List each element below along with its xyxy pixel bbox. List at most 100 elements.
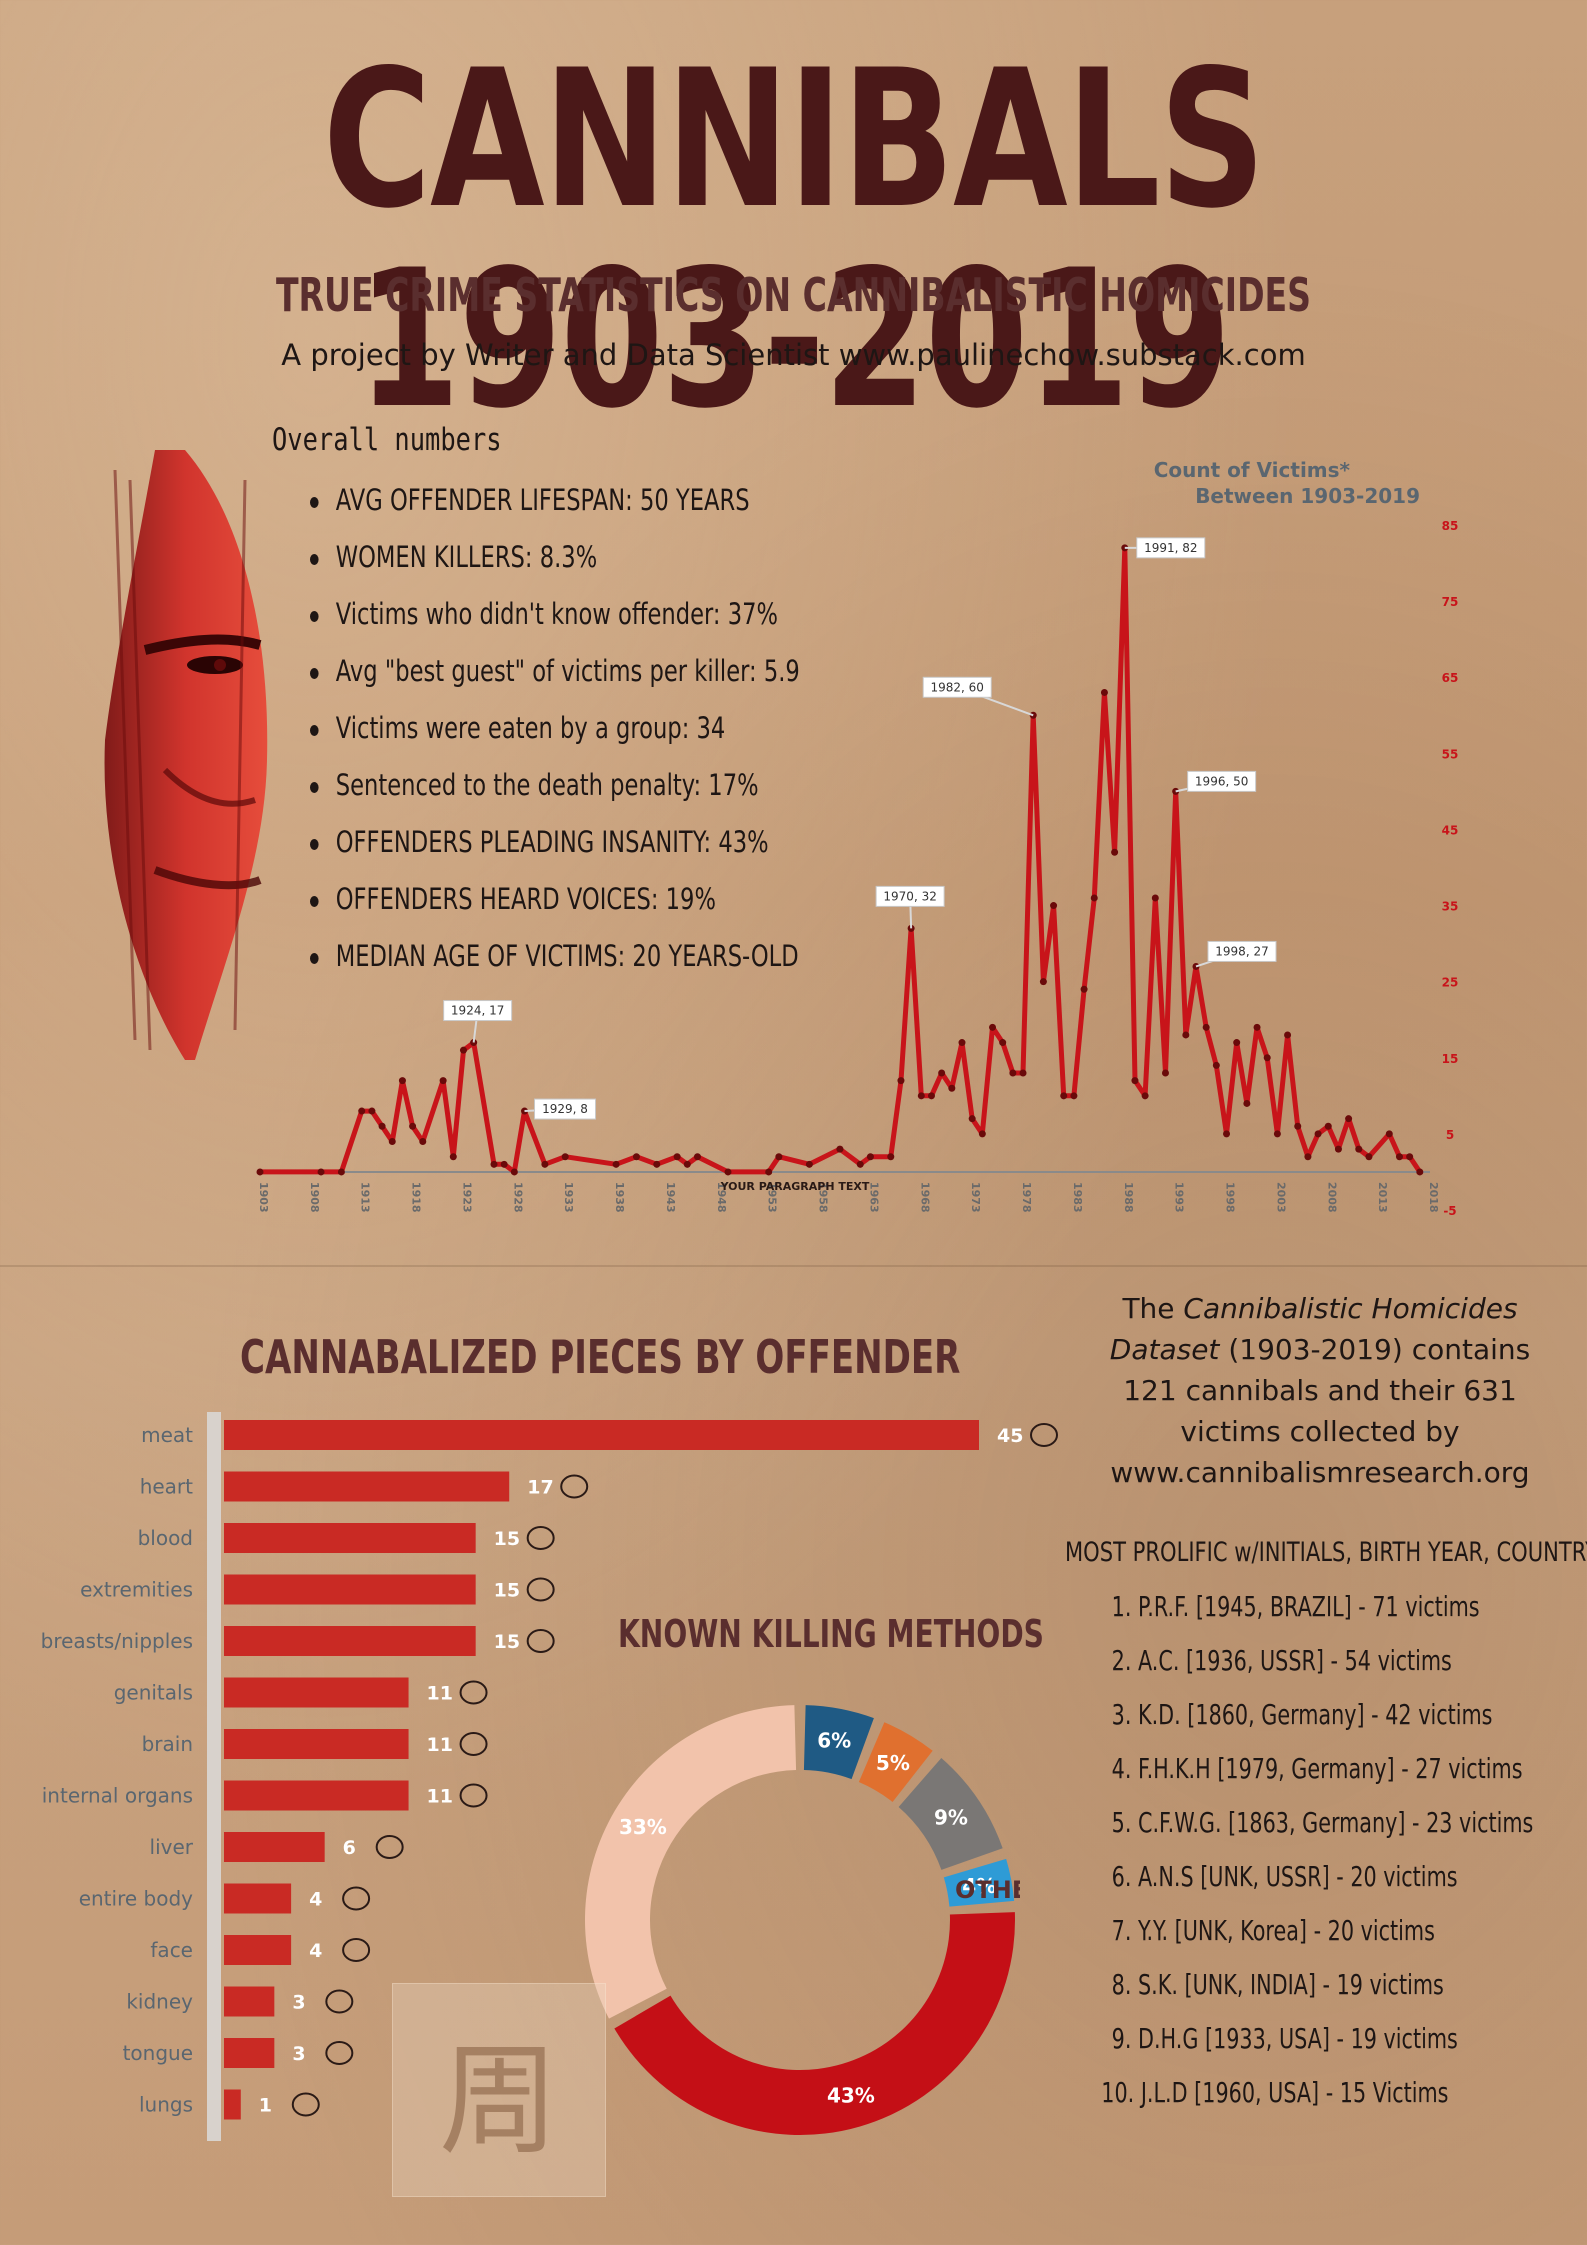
bar-category-label: kidney: [126, 1990, 193, 2014]
callout-label: 1924, 17: [451, 1004, 504, 1018]
bullet-icon: [310, 895, 319, 907]
organ-icon: [1030, 1423, 1058, 1447]
data-point: [1009, 1069, 1017, 1077]
data-point: [724, 1168, 732, 1176]
annotation-callout: 1924, 17: [443, 1000, 513, 1043]
victims-line-chart: Count of Victims*Between 1903-2019 85 75 65…: [256, 458, 1459, 1218]
bullet-icon: [310, 667, 319, 679]
data-point: [683, 1160, 691, 1168]
bar-category-label: heart: [140, 1475, 193, 1499]
bar-value-label: 4: [309, 1940, 322, 1962]
bar-value-label: 3: [292, 1992, 305, 2014]
organ-icon: [459, 1783, 488, 1808]
dataset-note-line1: The: [1122, 1292, 1175, 1325]
overall-stat-text: Avg "best guest" of victims per killer: …: [335, 654, 800, 688]
x-tick-label: 1943: [664, 1182, 677, 1213]
prolific-item: 5. C.F.W.G. [1863, Germany] - 23 victims: [1111, 1806, 1534, 1839]
overall-stat-item: Sentenced to the death penalty: 17%: [310, 763, 800, 820]
bar-category-label: extremities: [80, 1578, 193, 1602]
data-point: [836, 1145, 844, 1153]
overall-stat-text: OFFENDERS HEARD VOICES: 19%: [335, 882, 716, 916]
bar: [224, 1935, 292, 1965]
bullet-icon: [310, 496, 319, 508]
data-point: [256, 1168, 264, 1176]
bar-category-label: internal organs: [42, 1784, 193, 1808]
data-point: [358, 1107, 366, 1115]
prolific-item: 10. J.L.D [1960, USA] - 15 Victims: [1101, 2076, 1449, 2109]
annotation-callout: 1929, 8: [524, 1098, 597, 1120]
data-point: [1182, 1031, 1190, 1039]
data-point: [1070, 1092, 1078, 1100]
bar-value-label: 3: [292, 2043, 305, 2065]
callout-box: [875, 885, 945, 907]
bar-category-label: face: [150, 1938, 193, 1962]
bar-category-label: blood: [138, 1526, 193, 1550]
callout-box: [443, 1000, 513, 1022]
data-point: [561, 1153, 569, 1161]
data-point: [765, 1168, 773, 1176]
data-point: [398, 1077, 406, 1085]
data-point: [693, 1153, 701, 1161]
callout-label: 1991, 82: [1144, 541, 1197, 555]
data-point: [1111, 848, 1119, 856]
x-tick-label: 2008: [1325, 1182, 1338, 1213]
overall-stat-item: MEDIAN AGE OF VICTIMS: 20 YEARS-OLD: [310, 934, 800, 991]
data-point: [1406, 1153, 1414, 1161]
bar-category-label: lungs: [139, 2093, 193, 2117]
data-point: [632, 1153, 640, 1161]
overall-numbers-heading: Overall numbers: [272, 422, 502, 458]
data-point: [1395, 1153, 1403, 1161]
bar-value-label: 15: [494, 1580, 520, 1602]
donut-slice: [803, 1705, 874, 1780]
annotation-callout: 1996, 50: [1175, 770, 1257, 793]
data-point: [907, 924, 915, 932]
donut-other-label: OTHER: [955, 1876, 1020, 1904]
data-point: [459, 1046, 467, 1054]
callout-box: [1187, 770, 1257, 792]
overall-stat-item: Victims were eaten by a group: 34: [310, 706, 800, 763]
prolific-item: 9. D.H.G [1933, USA] - 19 victims: [1111, 2022, 1458, 2055]
victims-series-line: [260, 545, 1422, 1175]
byline: A project by Writer and Data Scientist w…: [281, 338, 1306, 372]
annotation-callout: 1998, 27: [1195, 940, 1277, 968]
data-point: [1345, 1115, 1353, 1123]
paper-fold: [0, 1265, 1587, 1267]
killing-methods-donut: 6% 5% 9% 4% 43% 33% OTHER: [585, 1705, 1020, 2135]
bar: [224, 1986, 275, 2017]
page-title: CANNIBALS 1903-2019: [322, 29, 1266, 450]
organ-icon-shape: [342, 1886, 371, 1911]
y-tick-label: 35: [1442, 900, 1459, 914]
x-tick-label: 2018: [1427, 1182, 1440, 1213]
x-tick-label: 1923: [460, 1182, 473, 1213]
data-point: [653, 1160, 661, 1168]
organ-icon: [325, 1989, 354, 2014]
x-tick-label: 2003: [1274, 1182, 1287, 1213]
data-point: [510, 1168, 518, 1176]
prolific-heading: MOST PROLIFIC w/INITIALS, BIRTH YEAR, CO…: [1065, 1537, 1587, 1568]
data-point: [1060, 1092, 1068, 1100]
data-point: [388, 1138, 396, 1145]
bar-category-label: genitals: [114, 1681, 193, 1705]
y-tick-label: -5: [1443, 1204, 1456, 1218]
bar-category-label: entire body: [79, 1887, 193, 1911]
bar: [224, 1780, 409, 1811]
bar: [224, 1729, 409, 1759]
x-tick-label: 1933: [562, 1182, 575, 1213]
bar-value-label: 1: [259, 2095, 272, 2117]
overall-stat-item: WOMEN KILLERS: 8.3%: [310, 535, 800, 592]
organ-icon: [375, 1835, 404, 1859]
data-point: [500, 1160, 508, 1168]
prolific-item: 7. Y.Y. [UNK, Korea] - 20 victims: [1111, 1914, 1435, 1947]
organ-icon-shape: [526, 1629, 555, 1653]
data-point: [1141, 1092, 1149, 1100]
overall-stat-text: Victims who didn't know offender: 37%: [335, 597, 778, 631]
line-chart-title-line2: Between 1903-2019: [1195, 484, 1420, 508]
data-point: [948, 1084, 956, 1092]
data-point: [612, 1160, 620, 1168]
data-point: [449, 1153, 457, 1161]
bar: [224, 2089, 241, 2120]
bullet-icon: [310, 781, 319, 793]
bar-value-label: 45: [997, 1425, 1023, 1447]
data-point: [897, 1077, 905, 1085]
donut-slice-label: 6%: [817, 1729, 851, 1753]
